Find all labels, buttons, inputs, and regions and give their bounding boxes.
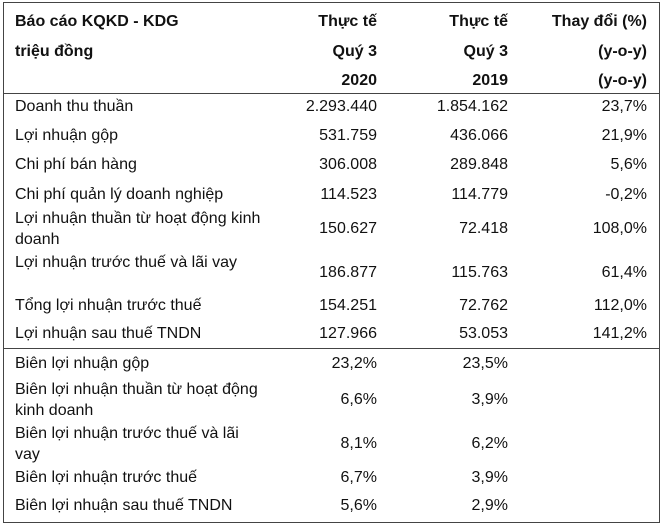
header-divider [4, 93, 659, 94]
value-change: 112,0% [593, 297, 647, 314]
value-2019: 72.762 [459, 297, 508, 314]
row-label: Biên lợi nhuận thuần từ hoạt động kinh d… [15, 381, 258, 419]
row-label: Biên lợi nhuận gộp [15, 355, 150, 372]
section-divider [4, 348, 659, 349]
value-2020: 2.293.440 [305, 98, 377, 115]
row-label: Lợi nhuận thuần từ hoạt động kinh doanh [15, 210, 261, 248]
value-2020: 306.008 [319, 156, 377, 173]
col-2020-h1: Thực tế [318, 13, 377, 30]
financial-table: Báo cáo KQKD - KDG triệu đồng Thực tế Qu… [3, 2, 660, 523]
value-2020: 154.251 [319, 297, 377, 314]
value-2019: 115.763 [451, 264, 508, 281]
row-label: Biên lợi nhuận trước thuế [15, 469, 198, 486]
col-change-h1: Thay đổi (%) [551, 13, 647, 30]
unit-label: triệu đồng [15, 43, 94, 60]
value-2019: 436.066 [450, 127, 508, 144]
value-2019: 2,9% [471, 497, 508, 514]
value-2019: 3,9% [471, 469, 508, 486]
value-change: 5,6% [610, 156, 647, 173]
value-change: 141,2% [592, 325, 647, 342]
row-label: Biên lợi nhuận sau thuế TNDN [15, 497, 233, 514]
value-2020: 6,6% [340, 391, 377, 408]
col-change-h3: (y-o-y) [598, 72, 647, 89]
col-2019-h3: 2019 [472, 72, 508, 89]
row-label: Biên lợi nhuận trước thuế và lãi vay [15, 425, 239, 463]
value-2019: 23,5% [462, 355, 508, 372]
value-change: 61,4% [601, 264, 647, 281]
value-2020: 8,1% [340, 435, 377, 452]
value-2020: 6,7% [340, 469, 377, 486]
row-label: Lợi nhuận trước thuế và lãi vay [15, 254, 238, 271]
row-label: Tổng lợi nhuận trước thuế [15, 297, 202, 314]
col-2019-h2: Quý 3 [463, 43, 508, 60]
col-2019-h1: Thực tế [449, 13, 508, 30]
value-2020: 114.523 [320, 186, 377, 203]
value-2020: 531.759 [319, 127, 377, 144]
table-title: Báo cáo KQKD - KDG [15, 13, 179, 30]
value-2020: 23,2% [331, 355, 377, 372]
col-2020-h3: 2020 [341, 72, 377, 89]
row-label: Doanh thu thuần [15, 98, 134, 115]
row-label: Lợi nhuận gộp [15, 127, 119, 144]
value-2019: 53.053 [459, 325, 508, 342]
value-2019: 114.779 [451, 186, 508, 203]
row-label: Chi phí quản lý doanh nghiệp [15, 186, 224, 203]
row-label: Chi phí bán hàng [15, 156, 137, 173]
row-label: Lợi nhuận sau thuế TNDN [15, 325, 202, 342]
value-2019: 72.418 [459, 220, 508, 237]
value-2019: 289.848 [450, 156, 508, 173]
value-change: 23,7% [601, 98, 647, 115]
value-2019: 1.854.162 [436, 98, 508, 115]
col-2020-h2: Quý 3 [332, 43, 377, 60]
value-2019: 6,2% [471, 435, 508, 452]
value-change: -0,2% [605, 186, 647, 203]
value-change: 21,9% [601, 127, 647, 144]
value-2020: 150.627 [319, 220, 377, 237]
value-2020: 186.877 [319, 264, 377, 281]
col-change-h2: (y-o-y) [598, 43, 647, 60]
value-2020: 127.966 [319, 325, 377, 342]
value-2020: 5,6% [340, 497, 377, 514]
value-change: 108,0% [592, 220, 647, 237]
value-2019: 3,9% [471, 391, 508, 408]
